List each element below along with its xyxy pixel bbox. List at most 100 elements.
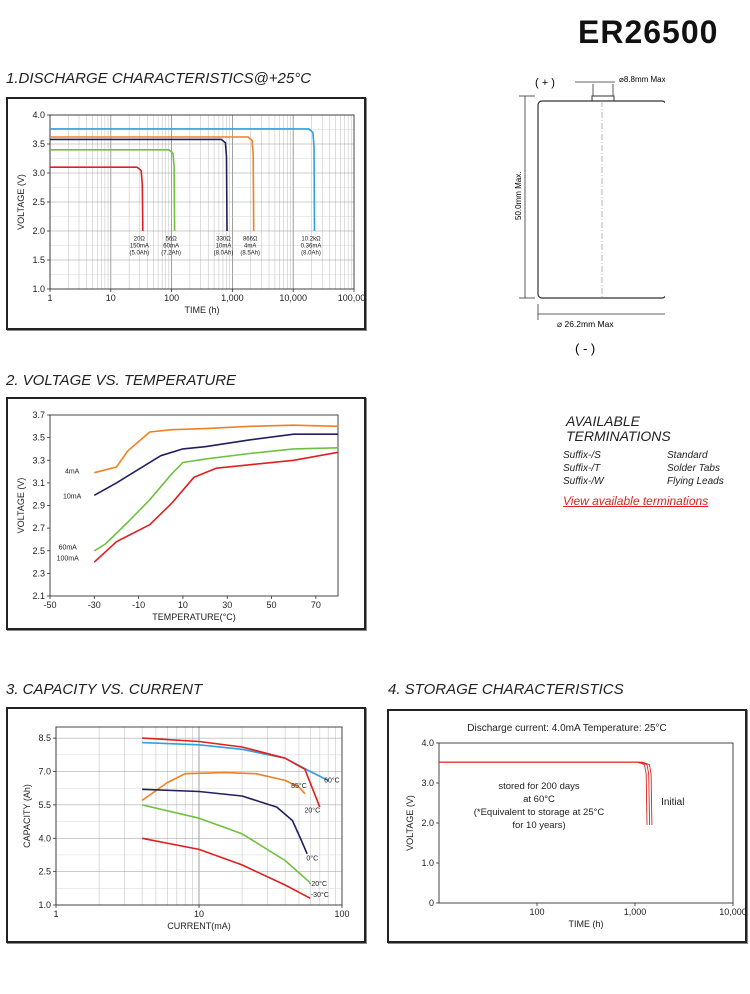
height-dimension: 50.0mm Max.: [514, 172, 523, 220]
view-terminations-link[interactable]: View available terminations: [563, 494, 709, 508]
series-label: 0.36mA: [301, 244, 322, 250]
series-label: (8.0Ah): [214, 251, 234, 257]
y-tick-label: 3.7: [32, 410, 45, 420]
termination-type-standard: Standard: [667, 450, 708, 461]
x-tick-label: 70: [311, 600, 321, 610]
y-tick-label: 1.0: [32, 284, 45, 294]
section-title-capacity-current: 3. CAPACITY VS. CURRENT: [6, 681, 203, 698]
termination-suffix-t: Suffix-/T: [563, 463, 601, 474]
series-label: 60°C: [324, 777, 340, 785]
series-label: -20°C: [309, 880, 327, 888]
y-tick-label: 8.5: [38, 733, 51, 743]
y-tick-label: 2.1: [32, 591, 45, 601]
terminations-heading-2: TERMINATIONS: [566, 428, 671, 444]
terminal-dimension: ⌀8.8mm Max: [619, 75, 665, 84]
series-label: 330Ω: [216, 237, 231, 243]
y-tick-label: 2.3: [32, 568, 45, 578]
discharge-chart: 1.0 1.5 2.0 2.5 3.0 3.5 4.0 1 10 100 1,000 10,000 10…: [16, 110, 370, 315]
series-line: [50, 136, 255, 232]
series-label: (5.0Ah): [129, 251, 149, 257]
series-line: [94, 424, 339, 474]
x-tick-label: 100: [334, 909, 349, 919]
x-tick-label: 10,000: [279, 293, 307, 303]
storage-chart: Discharge current: 4.0mA Temperature: 25…: [405, 723, 747, 929]
negative-terminal-label: ( - ): [575, 341, 595, 356]
series-line: [93, 451, 339, 563]
series-label: 4mA: [65, 469, 80, 476]
y-tick-label: 3.3: [32, 455, 45, 465]
x-axis-label: TIME (h): [569, 919, 604, 929]
series-label: 60mA: [163, 244, 179, 250]
discharge-chart-frame: 1.0 1.5 2.0 2.5 3.0 3.5 4.0 1 10 100 1,000 10,000 10…: [6, 97, 370, 330]
y-axis-label: VOLTAGE (V): [16, 478, 26, 534]
series-line: [141, 771, 306, 802]
diameter-dimension: ⌀ 26.2mm Max: [557, 319, 614, 329]
x-tick-label: -10: [132, 600, 145, 610]
series-line: [93, 447, 339, 552]
x-tick-label: 100,000: [338, 293, 364, 303]
battery-dimension-drawing: ( + ) ⌀8.8mm Max 50.0mm Max. ⌀ 26.2mm Ma…: [514, 75, 665, 356]
series-line: [50, 149, 176, 232]
y-tick-label: 4.0: [421, 738, 434, 748]
x-axis-label: CURRENT(mA): [167, 921, 231, 931]
plot-area: [49, 414, 339, 597]
voltage-temperature-chart-frame: 2.1 2.3 2.5 2.7 2.9 3.1 3.3 3.5 3.7 -50 -30 -10 10 30…: [6, 397, 366, 630]
storage-annotation: (*Equivalent to storage at 25°C: [474, 807, 605, 818]
y-axis-label: CAPACITY (Ah): [22, 784, 32, 848]
capacity-current-chart-frame: 1.0 2.5 4.0 5.5 7.0 8.5 1 10 100 CURRENT(mA) CAPAC…: [6, 707, 366, 943]
x-tick-label: 1,000: [624, 907, 647, 917]
termination-suffix-s: Suffix-/S: [563, 450, 601, 461]
series-label: 20Ω: [134, 237, 146, 243]
x-tick-label: 10,000: [719, 907, 745, 917]
section-title-storage: 4. STORAGE CHARACTERISTICS: [388, 681, 624, 698]
storage-annotation: for 10 years): [512, 820, 565, 831]
series-label: 10.2kΩ: [301, 237, 321, 243]
series-line: [93, 433, 338, 496]
x-tick-label: 1: [53, 909, 58, 919]
y-tick-label: 2.5: [38, 867, 51, 877]
y-tick-label: 3.0: [32, 168, 45, 178]
x-tick-label: -30: [88, 600, 101, 610]
termination-suffix-w: Suffix-/W: [563, 476, 604, 487]
y-tick-label: 2.0: [32, 226, 45, 236]
section-title-voltage-temperature: 2. VOLTAGE VS. TEMPERATURE: [6, 372, 237, 389]
series-label: 866Ω: [243, 237, 258, 243]
x-axis-label: TEMPERATURE(°C): [152, 612, 235, 622]
x-tick-label: 1,000: [221, 293, 244, 303]
series-line: [142, 788, 308, 855]
x-tick-label: 10: [178, 600, 188, 610]
y-tick-label: 7.0: [38, 767, 51, 777]
x-tick-label: 100: [529, 907, 544, 917]
series-label: 0°C: [306, 855, 318, 863]
terminations-heading-1: AVAILABLE: [566, 413, 640, 429]
section-title-discharge: 1.DISCHARGE CHARACTERISTICS@+25°C: [6, 70, 312, 87]
y-tick-label: 4.0: [38, 833, 51, 843]
series-line: [141, 804, 311, 884]
series-label: 10mA: [216, 244, 232, 250]
series-label: (7.2Ah): [161, 251, 181, 257]
series-label: 100mA: [57, 556, 80, 563]
y-tick-label: 2.9: [32, 501, 45, 511]
y-axis-label: VOLTAGE (V): [16, 174, 26, 230]
termination-type-flying-leads: Flying Leads: [667, 476, 724, 487]
series-label: -30°C: [311, 891, 329, 899]
series-label: 56Ω: [166, 237, 178, 243]
series-line: [50, 166, 144, 232]
positive-terminal-label: ( + ): [535, 77, 555, 89]
page-title: ER26500: [578, 14, 719, 50]
series-label: 10mA: [63, 493, 82, 500]
battery-body: [537, 100, 665, 299]
x-tick-label: 10: [194, 909, 204, 919]
plot-area: [438, 742, 734, 904]
series-label: (8.5Ah): [240, 251, 260, 257]
storage-annotation: at 60°C: [523, 794, 555, 805]
series-label: 60mA: [59, 544, 78, 551]
x-tick-label: 30: [222, 600, 232, 610]
series-label: (8.0Ah): [301, 251, 321, 257]
y-tick-label: 3.5: [32, 433, 45, 443]
series-line: [142, 737, 321, 808]
series-line: [50, 138, 228, 232]
series-line: [142, 741, 329, 782]
y-tick-label: 2.5: [32, 546, 45, 556]
y-tick-label: 3.5: [32, 139, 45, 149]
